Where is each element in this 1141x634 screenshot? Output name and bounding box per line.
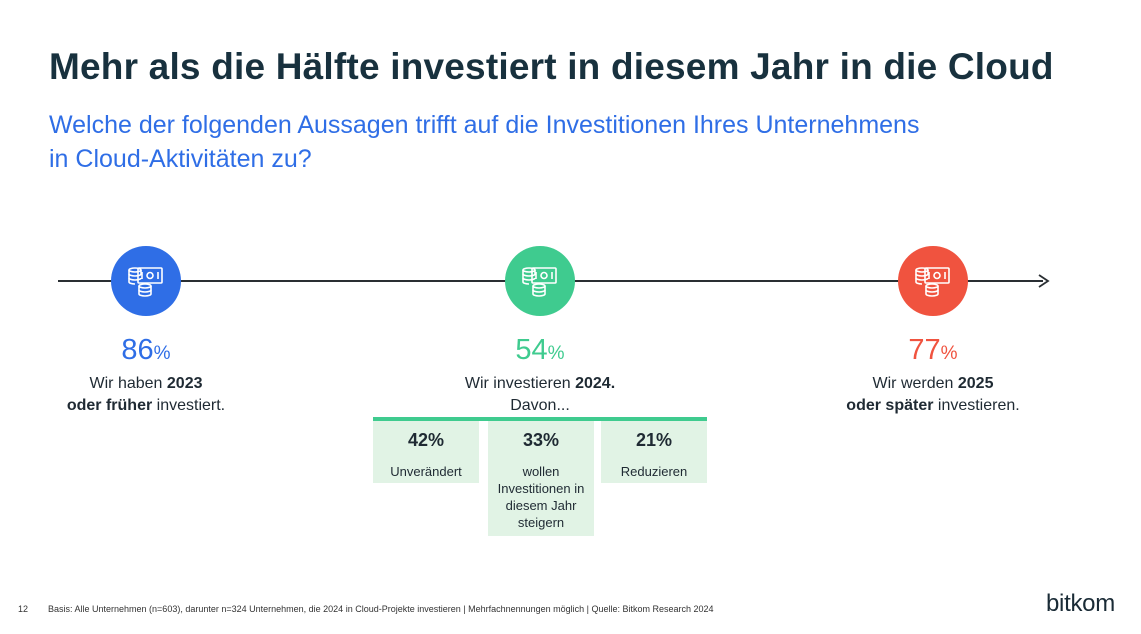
stage-2024-icon-circle xyxy=(505,246,575,316)
stage-2023-icon-circle xyxy=(111,246,181,316)
money-icon xyxy=(522,267,557,297)
stage-2023-bold: oder früher xyxy=(66,397,153,414)
breakdown-box-unchanged: 42% Unverändert xyxy=(373,421,479,483)
stage-2025-percent: 77% xyxy=(813,333,1053,371)
breakdown-bracket xyxy=(373,417,707,421)
stage-2023-unit: % xyxy=(153,343,171,364)
stage-2025-unit: % xyxy=(940,343,958,364)
subtitle-line-1: Welche der folgenden Aussagen trifft auf… xyxy=(49,111,920,139)
breakdown-value: 33% xyxy=(522,430,560,450)
stage-2023-year: 2023 xyxy=(166,375,203,392)
footer-note: Basis: Alle Unternehmen (n=603), darunte… xyxy=(48,604,714,614)
stage-2024-description: Wir investieren 2024. Davon... xyxy=(410,373,670,417)
stage-2025-line-1: Wir werden 2025 xyxy=(803,373,1063,395)
stage-2024-line-2: Davon... xyxy=(510,397,570,414)
stage-2025-year: 2025 xyxy=(957,375,994,392)
breakdown-box-increase: 33% wollen Investitionen in diesem Jahr … xyxy=(488,421,594,536)
breakdown-label: Reduzieren xyxy=(620,464,688,479)
stage-2023-description: Wir haben 2023 oder früher investiert. xyxy=(16,373,276,417)
page-subtitle: Welche der folgenden Aussagen trifft auf… xyxy=(49,108,1009,176)
stage-2025-icon-circle xyxy=(898,246,968,316)
breakdown-label: Unverändert xyxy=(390,464,462,479)
breakdown-box-reduce: 21% Reduzieren xyxy=(601,421,707,483)
money-icon xyxy=(128,267,163,297)
stage-2023-line-2: oder früher investiert. xyxy=(16,395,276,417)
stage-2023-value: 86 xyxy=(121,334,154,366)
stage-2024-text-pre: Wir investieren xyxy=(464,375,576,392)
subtitle-line-2: in Cloud-Aktivitäten zu? xyxy=(49,145,312,173)
breakdown-value: 42% xyxy=(407,430,445,450)
timeline-arrow-icon xyxy=(1038,274,1050,288)
stage-2025-text-pre: Wir werden xyxy=(872,375,958,392)
breakdown-label: wollen Investitionen in diesem Jahr stei… xyxy=(497,464,585,530)
stage-2023-line-1: Wir haben 2023 xyxy=(16,373,276,395)
stage-2025-line-2: oder später investieren. xyxy=(803,395,1063,417)
stage-2023-percent: 86% xyxy=(26,333,266,371)
stage-2024-unit: % xyxy=(547,343,565,364)
stage-2025-text-post: investieren. xyxy=(933,397,1020,414)
stage-2024-value: 54 xyxy=(515,334,548,366)
stage-2024-line-1: Wir investieren 2024. xyxy=(410,373,670,395)
stage-2024-year: 2024. xyxy=(575,375,616,392)
stage-2023-text-post: investiert. xyxy=(152,397,226,414)
breakdown-value: 21% xyxy=(635,430,673,450)
page-number: 12 xyxy=(18,604,29,614)
stage-2025-description: Wir werden 2025 oder später investieren. xyxy=(803,373,1063,417)
money-icon xyxy=(915,267,950,297)
stage-2025-bold: oder später xyxy=(846,397,934,414)
stage-2025-value: 77 xyxy=(908,334,941,366)
bitkom-logo: bitkom xyxy=(1046,590,1115,617)
page-title: Mehr als die Hälfte investiert in diesem… xyxy=(49,46,1054,87)
stage-2023-text-pre: Wir haben xyxy=(89,375,167,392)
stage-2024-percent: 54% xyxy=(420,333,660,371)
